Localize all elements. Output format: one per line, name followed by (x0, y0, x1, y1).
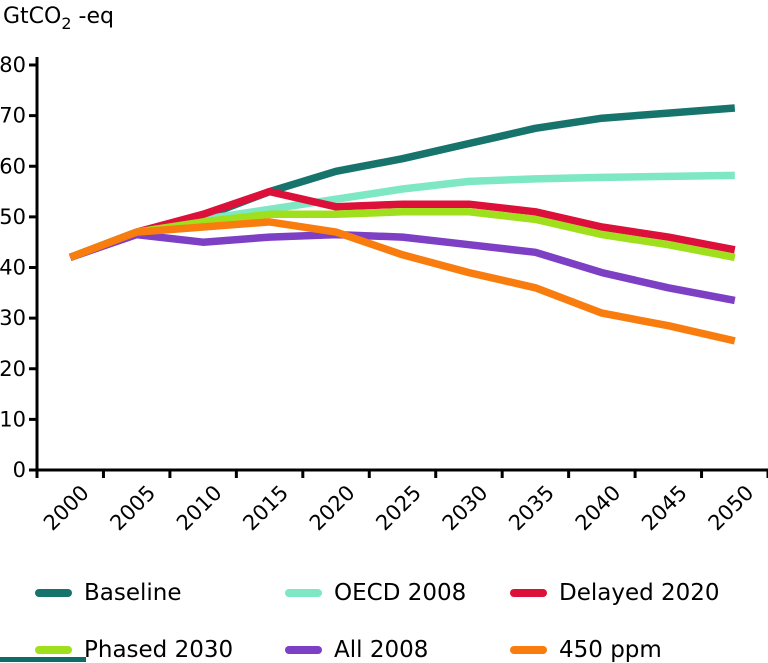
legend-item-phased-2030: Phased 2030 (35, 637, 233, 663)
x-tick-label: 2045 (637, 481, 692, 536)
footer-bar-partial (0, 657, 86, 662)
y-tick-label: 20 (0, 357, 26, 381)
legend-label: 450 ppm (559, 637, 662, 663)
y-tick-label: 10 (0, 407, 26, 431)
x-tick-label: 2005 (105, 481, 160, 536)
legend-item-oecd-2008: OECD 2008 (285, 580, 466, 606)
legend-swatch-icon (35, 589, 72, 597)
legend-item-delayed-2020: Delayed 2020 (510, 580, 720, 606)
legend-swatch-icon (510, 646, 547, 654)
series-line-oecd-2008 (68, 171, 735, 261)
x-tick-label: 2030 (438, 481, 493, 536)
legend-swatch-icon (285, 589, 322, 597)
y-tick-label: 50 (0, 205, 26, 229)
y-tick-label: 80 (0, 53, 26, 77)
legend-label: All 2008 (334, 637, 429, 663)
x-tick-label: 2035 (504, 481, 559, 536)
series-line-all-2008 (68, 230, 736, 305)
x-tick-label: 2010 (172, 481, 227, 536)
chart-title-tail: -eq (71, 4, 114, 29)
series-line-delayed-2020 (68, 187, 736, 261)
legend-swatch-icon (510, 589, 547, 597)
series-line-450-ppm (68, 218, 736, 345)
y-tick-label: 70 (0, 104, 26, 128)
x-tick-label: 2020 (305, 481, 360, 536)
y-tick-label: 40 (0, 256, 26, 280)
x-tick-label: 2025 (371, 481, 426, 536)
legend-item-baseline: Baseline (35, 580, 182, 606)
x-tick-label: 2015 (238, 481, 293, 536)
chart-title-main: GtCO (3, 4, 62, 29)
x-tick-label: 2000 (39, 481, 94, 536)
legend-label: Phased 2030 (84, 637, 234, 663)
x-tick-label: 2040 (571, 481, 626, 536)
legend-label: OECD 2008 (334, 580, 467, 606)
x-tick-label: 2050 (704, 481, 759, 536)
legend-item-all-2008: All 2008 (285, 637, 428, 663)
y-tick-label: 60 (0, 154, 26, 178)
y-tick-label: 30 (0, 306, 26, 330)
legend-label: Delayed 2020 (559, 580, 720, 606)
chart-title-subscript: 2 (61, 14, 72, 33)
legend-swatch-icon (35, 646, 72, 654)
y-tick-label: 0 (13, 458, 26, 482)
legend-swatch-icon (285, 646, 322, 654)
chart-title: GtCO2 -eq (3, 4, 114, 33)
legend-label: Baseline (84, 580, 182, 606)
legend-item-450-ppm: 450 ppm (510, 637, 662, 663)
